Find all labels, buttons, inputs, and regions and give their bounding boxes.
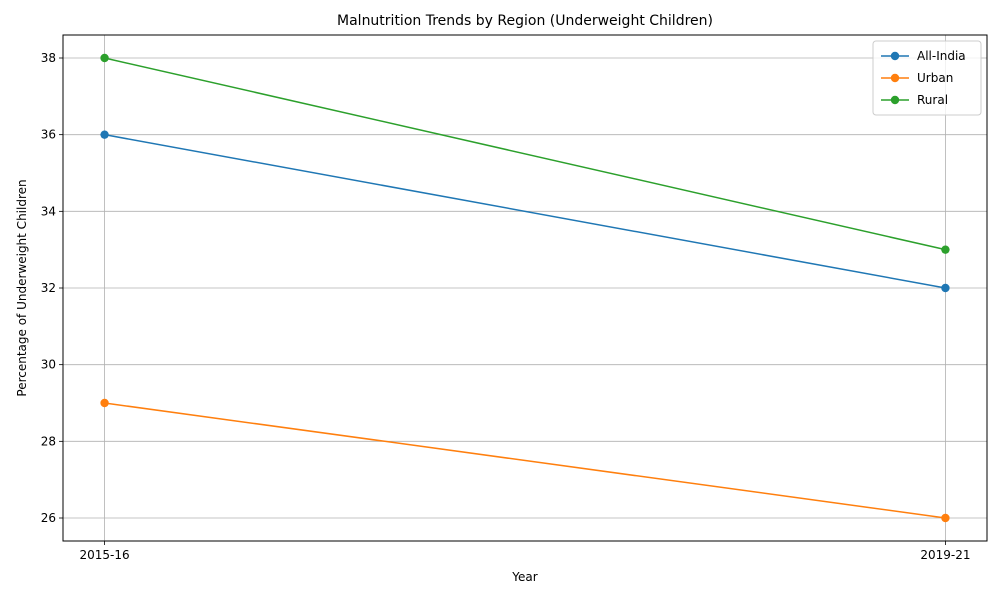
- series-line-urban: [104, 402, 946, 519]
- y-tick-label: 38: [41, 51, 56, 65]
- y-tick-label: 36: [41, 128, 56, 142]
- legend-marker-rural: [890, 95, 900, 105]
- series-line-all-india: [104, 133, 946, 289]
- y-axis-label: Percentage of Underweight Children: [15, 179, 29, 396]
- legend: All-India Urban Rural: [872, 40, 982, 116]
- y-tick-label: 28: [41, 434, 56, 448]
- chart-title: Malnutrition Trends by Region (Underweig…: [337, 13, 713, 29]
- series-group: [100, 53, 950, 523]
- data-point-urban: [941, 513, 950, 523]
- x-axis-label: Year: [511, 570, 537, 584]
- legend-marker-all-india: [890, 51, 900, 61]
- legend-label-all-india: All-India: [917, 49, 966, 63]
- data-point-all-india: [941, 283, 950, 293]
- series-line-rural: [104, 57, 946, 251]
- axis-ticks: 2015-16 2019-21 26 28 30 32 34 36 38: [41, 51, 971, 562]
- grid-lines: [63, 35, 987, 541]
- legend-box: [872, 40, 982, 116]
- y-tick-label: 26: [41, 511, 56, 525]
- x-tick-label: 2019-21: [920, 548, 970, 562]
- data-point-rural: [941, 245, 950, 254]
- legend-label-rural: Rural: [917, 93, 948, 107]
- data-point-rural: [100, 53, 109, 63]
- legend-marker-urban: [890, 73, 900, 83]
- y-tick-label: 32: [41, 281, 56, 295]
- legend-label-urban: Urban: [917, 71, 953, 85]
- data-point-all-india: [100, 130, 109, 139]
- y-tick-label: 30: [41, 358, 56, 372]
- x-tick-label: 2015-16: [80, 548, 130, 562]
- y-tick-label: 34: [41, 204, 56, 218]
- data-point-urban: [100, 398, 109, 408]
